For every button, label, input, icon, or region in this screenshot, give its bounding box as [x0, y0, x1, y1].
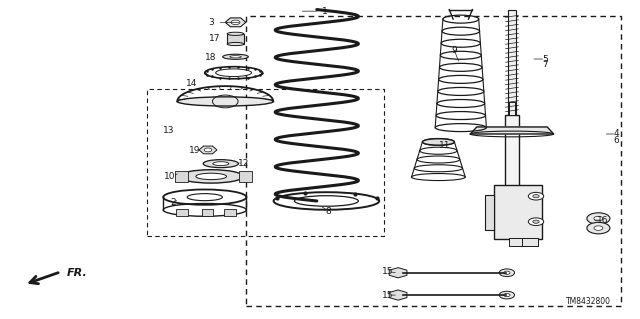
Text: 4: 4 — [614, 130, 619, 138]
Circle shape — [529, 192, 543, 200]
Text: 8: 8 — [326, 207, 331, 216]
Text: 7: 7 — [543, 60, 548, 69]
Text: 13: 13 — [163, 126, 174, 135]
Circle shape — [504, 271, 510, 274]
Text: 12: 12 — [237, 160, 249, 168]
Bar — [509, 238, 525, 246]
Ellipse shape — [212, 162, 229, 166]
Ellipse shape — [223, 54, 248, 59]
Bar — [175, 171, 188, 182]
Bar — [522, 238, 538, 246]
Bar — [147, 89, 384, 236]
Ellipse shape — [422, 139, 454, 145]
Text: 15: 15 — [382, 267, 394, 276]
Bar — [202, 209, 213, 216]
Circle shape — [587, 222, 610, 234]
Circle shape — [529, 218, 543, 226]
Bar — [505, 115, 519, 191]
Bar — [485, 195, 495, 230]
Text: FR.: FR. — [67, 268, 88, 278]
Ellipse shape — [179, 170, 243, 183]
Text: 16: 16 — [597, 216, 609, 225]
Bar — [246, 16, 621, 306]
Text: 18: 18 — [205, 53, 217, 62]
Ellipse shape — [227, 42, 244, 46]
Circle shape — [594, 216, 603, 221]
Ellipse shape — [227, 32, 244, 35]
Bar — [224, 209, 236, 216]
Text: 3: 3 — [209, 18, 214, 27]
Ellipse shape — [204, 160, 238, 168]
Ellipse shape — [196, 173, 227, 180]
Circle shape — [594, 226, 603, 230]
Bar — [495, 185, 543, 239]
Bar — [239, 171, 252, 182]
Circle shape — [204, 148, 212, 152]
Circle shape — [587, 213, 610, 224]
Text: 9: 9 — [452, 46, 457, 55]
Text: 19: 19 — [189, 146, 201, 155]
Text: 14: 14 — [186, 79, 198, 88]
Ellipse shape — [177, 97, 273, 106]
Bar — [509, 102, 515, 115]
Text: 6: 6 — [614, 136, 619, 145]
Text: 10: 10 — [164, 172, 175, 181]
Text: TM8432800: TM8432800 — [566, 297, 611, 306]
Text: 1: 1 — [323, 7, 328, 16]
Text: 15: 15 — [382, 291, 394, 300]
Circle shape — [499, 291, 515, 299]
Ellipse shape — [230, 56, 241, 58]
Bar — [176, 209, 188, 216]
Circle shape — [532, 220, 540, 223]
Circle shape — [499, 269, 515, 277]
Bar — [508, 10, 516, 115]
Polygon shape — [470, 127, 554, 134]
Text: 2: 2 — [170, 198, 175, 207]
Text: 5: 5 — [543, 55, 548, 63]
Circle shape — [504, 293, 510, 297]
Text: 11: 11 — [439, 141, 451, 150]
Text: 17: 17 — [209, 34, 220, 43]
Circle shape — [231, 20, 240, 25]
Circle shape — [532, 195, 540, 198]
Bar — [227, 34, 244, 44]
